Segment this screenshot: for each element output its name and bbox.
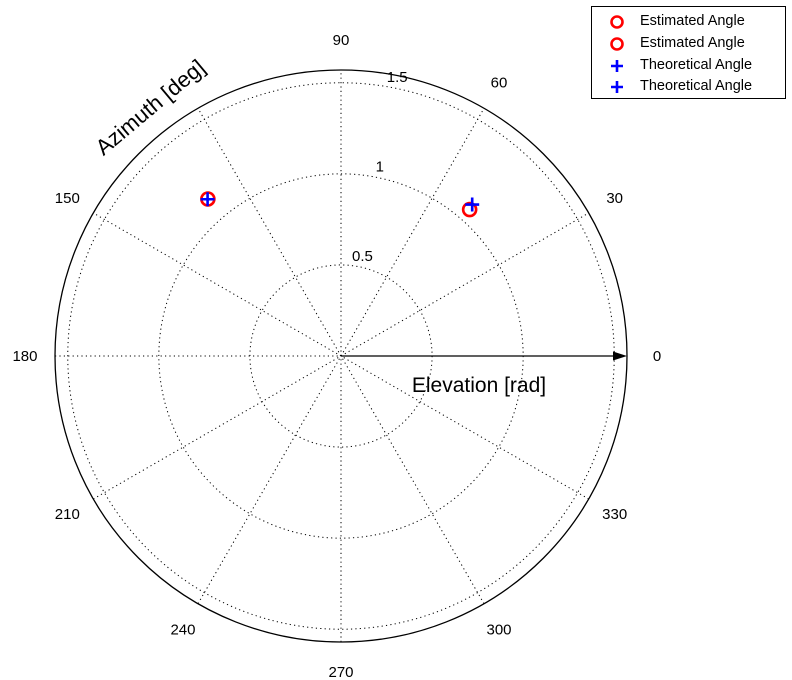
radius-tick-label: 0.5 (352, 248, 373, 265)
angle-tick-label: 210 (55, 506, 80, 523)
angle-tick-label: 330 (602, 506, 627, 523)
legend-item: Estimated Angle (592, 34, 785, 53)
legend-label: Estimated Angle (640, 13, 745, 29)
theoretical-angle-marker (200, 192, 215, 207)
angle-tick-label: 30 (606, 190, 623, 207)
angle-tick-label: 270 (328, 664, 353, 680)
elevation-axis-label: Elevation [rad] (412, 374, 546, 397)
tick-labels: 0 30 60 90 150 180 210 240 270 300 330 0.5 1 1.5 (12, 32, 661, 680)
legend-label: Estimated Angle (640, 35, 745, 51)
data-markers (200, 191, 480, 218)
radius-tick-label: 1.5 (387, 69, 408, 86)
legend: Estimated Angle Estimated Angle Theoreti… (591, 6, 786, 99)
angle-tick-label: 150 (55, 190, 80, 207)
estimated-angle-marker (461, 201, 478, 218)
angle-tick-label: 90 (333, 32, 350, 49)
legend-item: Theoretical Angle (592, 56, 785, 75)
legend-label: Theoretical Angle (640, 78, 753, 94)
theoretical-angle-marker (465, 197, 480, 212)
legend-label: Theoretical Angle (640, 57, 753, 73)
azimuth-axis-label: Azimuth [deg] (91, 54, 210, 160)
elevation-arrow-head (613, 351, 627, 361)
circle-marker-icon (610, 37, 624, 51)
radius-tick-label: 1 (376, 158, 384, 175)
angle-tick-label: 60 (491, 74, 508, 91)
angle-tick-label: 300 (486, 622, 511, 639)
angle-tick-label: 0 (653, 348, 661, 365)
legend-item: Estimated Angle (592, 12, 785, 31)
angle-tick-label: 180 (12, 348, 37, 365)
polar-axes (54, 69, 628, 643)
plus-marker-icon (611, 81, 623, 93)
legend-item: Theoretical Angle (592, 77, 785, 96)
plus-marker-icon (611, 60, 623, 72)
angle-tick-label: 240 (170, 622, 195, 639)
circle-marker-icon (610, 15, 624, 29)
